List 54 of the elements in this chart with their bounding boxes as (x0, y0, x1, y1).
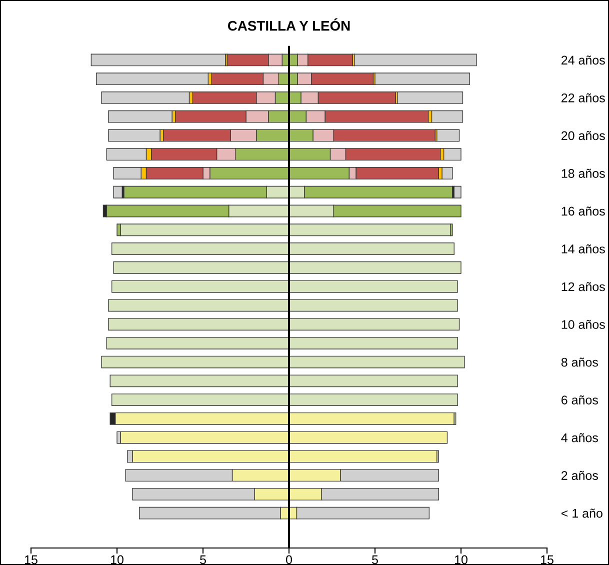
chart-title: CASTILLA Y LEÓN (228, 18, 350, 31)
x-tick-label: 15 (541, 555, 554, 564)
y-tick-label: 22 años (562, 93, 605, 102)
y-tick-label: 4 años (561, 433, 598, 442)
y-tick-label: 16 años (562, 206, 605, 216)
bar (288, 412, 454, 425)
bar (288, 450, 438, 463)
bar (101, 92, 190, 104)
y-tick-label: < 1 año (562, 508, 602, 518)
y-tick-label: 2 años (562, 470, 598, 480)
bar (120, 224, 290, 236)
x-tick-label: 0 (286, 555, 292, 564)
bar (108, 129, 160, 142)
bar (106, 336, 290, 350)
bar (431, 110, 464, 123)
bar (288, 280, 458, 293)
bar (108, 110, 172, 123)
bar (120, 431, 290, 444)
bar (111, 242, 290, 255)
bar (101, 356, 290, 368)
y-tick-label: 14 años (562, 244, 605, 254)
x-tick-label: 5 (372, 555, 378, 564)
bar (90, 54, 226, 66)
bar (108, 299, 290, 312)
bar (96, 72, 209, 86)
bar (288, 374, 458, 388)
y-tick-label: 20 años (562, 131, 605, 140)
y-tick-label: 6 años (562, 395, 598, 404)
bar (288, 431, 448, 444)
bar (443, 148, 462, 161)
bar (111, 280, 290, 293)
x-tick-label: 10 (455, 555, 468, 564)
bar (288, 261, 462, 274)
bar (288, 356, 465, 368)
bar (111, 394, 290, 406)
bar (288, 318, 460, 330)
y-tick-label: 24 años (562, 56, 605, 65)
bar (288, 242, 454, 255)
y-tick-label: 12 años (562, 282, 605, 292)
bar (288, 299, 458, 312)
bar (110, 374, 290, 388)
bar (113, 261, 290, 274)
bar (288, 336, 458, 350)
bar (442, 167, 453, 180)
y-tick-label: 8 años (561, 358, 598, 367)
y-tick-label: 10 años (562, 320, 605, 329)
bar (288, 224, 452, 236)
x-tick-label: 10 (111, 555, 124, 564)
bar (288, 394, 458, 406)
y-tick-label: 18 años (562, 168, 605, 178)
bar (108, 318, 290, 330)
bar (454, 186, 462, 198)
x-tick-label: 5 (200, 555, 206, 564)
x-tick-label: 15 (25, 555, 38, 564)
